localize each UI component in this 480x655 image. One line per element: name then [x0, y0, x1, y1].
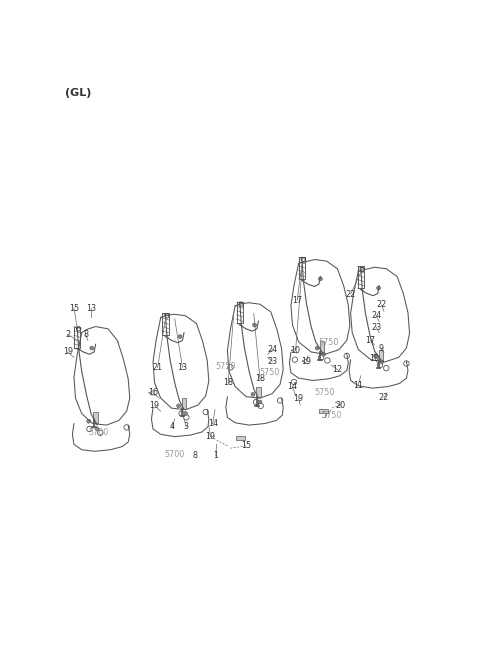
Bar — [181, 398, 186, 409]
Circle shape — [377, 286, 381, 290]
Text: 5700: 5700 — [165, 450, 185, 459]
Circle shape — [318, 277, 323, 281]
Bar — [320, 341, 324, 352]
Text: 19: 19 — [294, 394, 304, 403]
Text: 23: 23 — [371, 323, 381, 332]
Text: 13: 13 — [178, 363, 188, 372]
Text: 5750: 5750 — [321, 411, 341, 421]
Text: 21: 21 — [153, 363, 163, 372]
Circle shape — [315, 346, 319, 350]
Text: 5750: 5750 — [315, 388, 335, 398]
Text: 4: 4 — [170, 422, 175, 431]
Text: 22: 22 — [379, 393, 389, 402]
Text: 15: 15 — [69, 303, 79, 312]
Text: 19: 19 — [370, 354, 380, 363]
Circle shape — [178, 335, 182, 339]
Text: 1: 1 — [213, 451, 218, 460]
Text: 5750: 5750 — [319, 338, 339, 347]
Text: 12: 12 — [332, 365, 343, 374]
Text: 5750: 5750 — [260, 368, 280, 377]
Text: 17: 17 — [365, 336, 375, 345]
Text: 8: 8 — [192, 451, 197, 460]
Text: 24: 24 — [267, 345, 277, 354]
Circle shape — [258, 400, 262, 404]
Text: 15: 15 — [241, 441, 251, 451]
Circle shape — [252, 323, 256, 327]
Text: 3: 3 — [184, 422, 189, 431]
Bar — [162, 314, 168, 335]
Text: 18: 18 — [223, 378, 233, 387]
Text: 19: 19 — [149, 402, 160, 410]
Text: (GL): (GL) — [65, 88, 91, 98]
Bar — [256, 386, 261, 398]
Text: 5700: 5700 — [89, 428, 109, 438]
Circle shape — [95, 427, 99, 431]
Bar — [236, 436, 245, 440]
Text: 22: 22 — [346, 290, 356, 299]
Circle shape — [184, 411, 188, 415]
Circle shape — [177, 404, 180, 408]
Text: 10: 10 — [290, 346, 300, 355]
Bar — [379, 350, 383, 361]
Circle shape — [373, 354, 377, 358]
Text: 14: 14 — [288, 382, 298, 391]
Text: 5750: 5750 — [215, 362, 235, 371]
Text: 14: 14 — [208, 419, 217, 428]
Text: 11: 11 — [353, 381, 363, 390]
Text: 22: 22 — [376, 301, 387, 309]
Text: 17: 17 — [292, 296, 302, 305]
Circle shape — [380, 360, 384, 364]
Circle shape — [90, 346, 94, 350]
Text: 16: 16 — [148, 388, 158, 398]
Text: 8: 8 — [83, 329, 88, 339]
Circle shape — [322, 352, 325, 356]
Bar — [299, 257, 305, 279]
Text: 13: 13 — [86, 303, 96, 312]
Text: 19: 19 — [301, 357, 312, 365]
Text: 9: 9 — [378, 344, 384, 352]
Text: 2: 2 — [65, 329, 70, 339]
Circle shape — [87, 419, 91, 423]
Text: 19: 19 — [63, 347, 73, 356]
Text: 24: 24 — [371, 311, 381, 320]
Bar — [358, 267, 364, 288]
Bar — [74, 327, 80, 348]
Circle shape — [251, 392, 255, 396]
Text: 5: 5 — [321, 411, 326, 421]
Text: 19: 19 — [205, 432, 216, 441]
Bar — [319, 409, 328, 413]
Text: 18: 18 — [255, 375, 265, 383]
Bar — [237, 302, 243, 324]
Bar — [93, 412, 98, 422]
Text: 20: 20 — [336, 401, 346, 409]
Text: 23: 23 — [267, 357, 277, 365]
